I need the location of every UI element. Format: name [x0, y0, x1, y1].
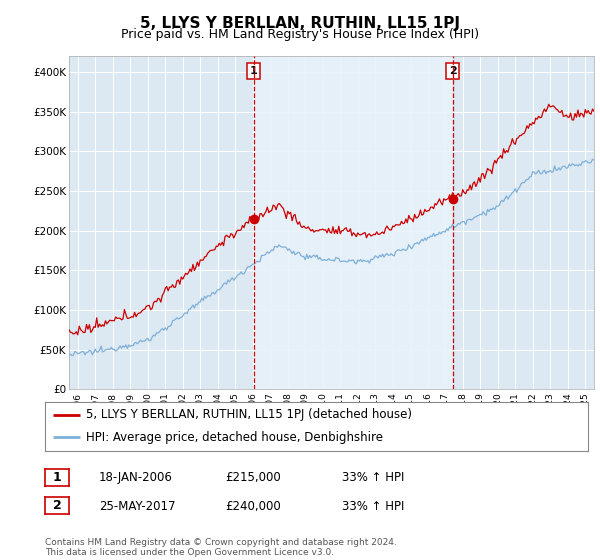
Text: HPI: Average price, detached house, Denbighshire: HPI: Average price, detached house, Denb… [86, 431, 383, 444]
Text: £215,000: £215,000 [225, 471, 281, 484]
Text: 5, LLYS Y BERLLAN, RUTHIN, LL15 1PJ: 5, LLYS Y BERLLAN, RUTHIN, LL15 1PJ [140, 16, 460, 31]
Bar [254, 56, 452, 389]
Text: Contains HM Land Registry data © Crown copyright and database right 2024.
This d: Contains HM Land Registry data © Crown c… [45, 538, 397, 557]
Text: 1: 1 [250, 66, 257, 76]
Text: 33% ↑ HPI: 33% ↑ HPI [342, 471, 404, 484]
Text: 25-MAY-2017: 25-MAY-2017 [99, 500, 176, 513]
Text: 1: 1 [53, 470, 61, 484]
Text: £240,000: £240,000 [225, 500, 281, 513]
Text: 33% ↑ HPI: 33% ↑ HPI [342, 500, 404, 513]
Text: 2: 2 [449, 66, 457, 76]
Text: 18-JAN-2006: 18-JAN-2006 [99, 471, 173, 484]
Text: 5, LLYS Y BERLLAN, RUTHIN, LL15 1PJ (detached house): 5, LLYS Y BERLLAN, RUTHIN, LL15 1PJ (det… [86, 408, 412, 421]
Text: 2: 2 [53, 499, 61, 512]
Text: Price paid vs. HM Land Registry's House Price Index (HPI): Price paid vs. HM Land Registry's House … [121, 28, 479, 41]
